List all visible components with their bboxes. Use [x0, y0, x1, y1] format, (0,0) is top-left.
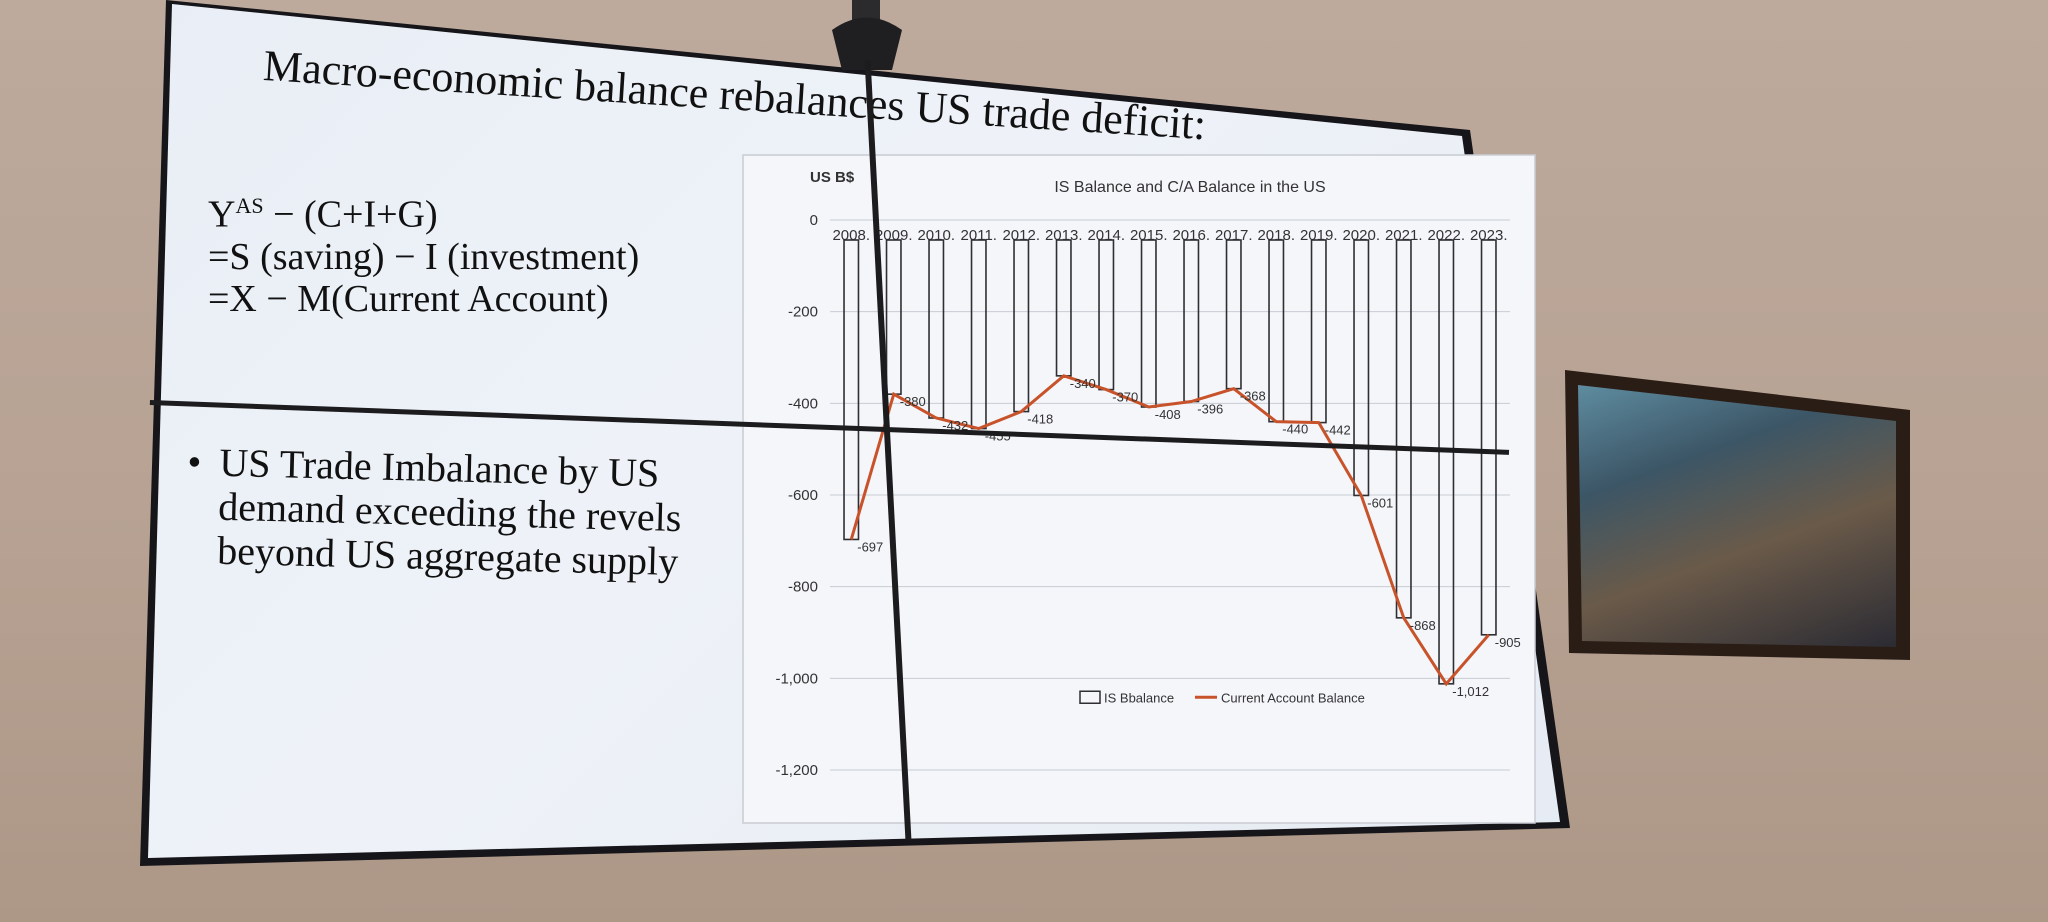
x-tick-label: 2021.	[1385, 227, 1423, 244]
y-tick-label: -200	[788, 304, 818, 321]
equation-line-2: =S (saving) − I (investment)	[208, 235, 640, 278]
x-tick-label: 2009.	[875, 227, 913, 244]
bullet-marker: •	[186, 439, 203, 485]
framed-photo-image	[1578, 385, 1896, 647]
y-tick-label: -400	[788, 395, 818, 412]
x-tick-label: 2014.	[1087, 227, 1125, 244]
ceiling-camera	[832, 0, 902, 70]
x-tick-label: 2023.	[1470, 227, 1508, 244]
chart-panel	[742, 154, 1536, 824]
x-tick-label: 2015.	[1130, 227, 1168, 244]
x-tick-label: 2012.	[1002, 227, 1040, 244]
data-label: -868	[1410, 618, 1436, 633]
data-label: -601	[1367, 495, 1393, 510]
y-axis-label: US B$	[810, 169, 855, 186]
data-label: -905	[1495, 635, 1521, 650]
x-tick-label: 2013.	[1045, 227, 1083, 244]
data-label: -1,012	[1452, 684, 1489, 699]
y-tick-label: 0	[810, 212, 818, 229]
data-label: -440	[1282, 422, 1308, 437]
x-tick-label: 2022.	[1427, 227, 1465, 244]
legend-swatch-is	[1079, 690, 1101, 704]
bullet-point: • US Trade Imbalance by US demand exceed…	[185, 439, 683, 584]
y-tick-label: -1,000	[775, 670, 818, 687]
data-label: -396	[1197, 402, 1223, 417]
x-tick-label: 2020.	[1342, 227, 1380, 244]
data-label: -418	[1027, 412, 1053, 427]
x-tick-label: 2008.	[832, 227, 870, 244]
x-tick-label: 2018.	[1257, 227, 1295, 244]
y-tick-label: -600	[788, 487, 818, 504]
data-label: -380	[900, 394, 926, 409]
x-tick-label: 2016.	[1172, 227, 1210, 244]
data-label: -340	[1070, 376, 1096, 391]
x-tick-label: 2017.	[1215, 227, 1253, 244]
y-tick-label: -800	[788, 579, 818, 596]
equation-line-1: YAS − (C+I+G)	[208, 193, 438, 236]
legend-label-ca: Current Account Balance	[1221, 690, 1365, 705]
x-tick-label: 2019.	[1300, 227, 1338, 244]
is-balance-bar	[843, 239, 860, 541]
x-tick-label: 2010.	[917, 227, 955, 244]
legend-label-is: IS Bbalance	[1104, 690, 1174, 705]
is-balance-bar	[1480, 239, 1497, 636]
current-account-line	[849, 374, 1490, 687]
chart-canvas: 0 -200 -400 -600 -800 -1,000 -1,200 US B$ IS Bal…	[742, 154, 1536, 824]
data-label: -697	[857, 539, 883, 554]
data-label: -370	[1112, 390, 1138, 405]
data-label: -408	[1155, 407, 1181, 422]
equation-line-3: =X − M(Current Account)	[208, 277, 609, 320]
data-label: -442	[1325, 423, 1351, 438]
y-tick-label: -1,200	[775, 762, 818, 779]
data-label: -368	[1240, 389, 1266, 404]
chart-title: IS Balance and C/A Balance in the US	[1054, 179, 1325, 196]
is-ca-balance-chart: 0 -200 -400 -600 -800 -1,000 -1,200 US B$ IS Bal…	[740, 150, 1540, 830]
x-tick-label: 2011.	[961, 227, 997, 244]
equation-block: YAS − (C+I+G) =S (saving) − I (investmen…	[208, 185, 639, 320]
